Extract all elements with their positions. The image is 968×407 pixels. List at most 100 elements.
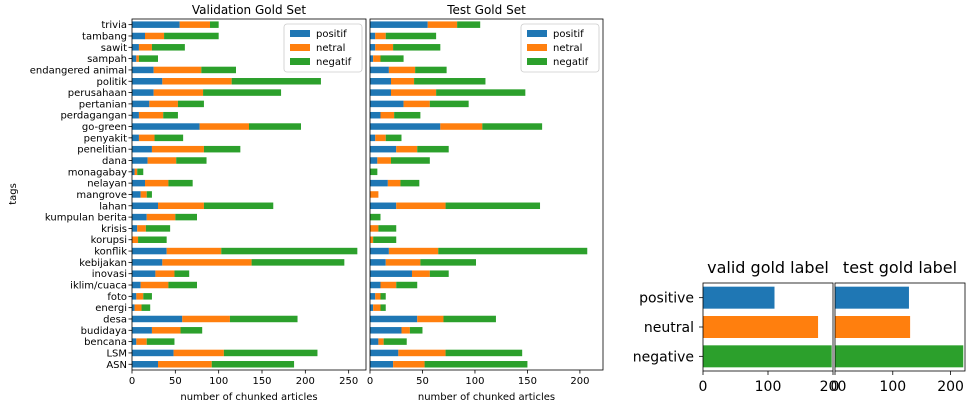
bar-netral-8: [138, 111, 164, 119]
bar-positif-29: [370, 349, 399, 357]
bar-positive: [703, 286, 775, 309]
bar-netral-5: [390, 78, 415, 85]
bar-negatif-14: [400, 179, 420, 187]
bar-negatif-30: [211, 361, 295, 368]
bar-netral-19: [370, 236, 374, 243]
bar-negatif-7: [177, 100, 204, 108]
legend-swatch-negatif: [527, 58, 547, 65]
bar-positif-12: [132, 157, 148, 164]
bar-netral-9: [440, 123, 483, 130]
bar-negatif-8: [394, 111, 421, 119]
bar-netral-14: [387, 179, 401, 187]
ytick-label: bencana: [84, 337, 127, 348]
bar-positif-6: [370, 89, 391, 96]
bar-netral-3: [136, 55, 139, 62]
ytick-label: nelayan: [87, 179, 127, 190]
bar-negatif-0: [210, 21, 219, 28]
bar-positif-4: [132, 66, 154, 74]
xtick-label: 200: [570, 376, 589, 387]
bar-positif-20: [132, 247, 167, 255]
ytick-label: tambang: [82, 31, 127, 42]
ytick-label: korupsi: [91, 235, 127, 246]
ytick-label: lahan: [99, 201, 127, 212]
ytick-label: go-green: [82, 122, 127, 133]
bar-positif-11: [132, 145, 152, 153]
ytick-label: krisis: [101, 224, 127, 235]
xtick-label: 100: [879, 379, 906, 395]
bar-negatif-13: [137, 168, 144, 176]
bar-netral-12: [377, 157, 391, 164]
bar-negatif-0: [457, 21, 481, 28]
legend-label: netral: [316, 43, 345, 54]
bar-positif-16: [132, 202, 158, 210]
legend-label: netral: [553, 43, 582, 54]
bar-positif-4: [370, 66, 389, 74]
bar-netral-7: [403, 100, 430, 108]
panel-title: Test Gold Set: [446, 3, 526, 17]
bar-netral-25: [134, 304, 142, 311]
bar-netral-26: [417, 315, 444, 323]
bar-netral-21: [162, 259, 252, 266]
panel-title: test gold label: [843, 258, 957, 277]
bar-negatif-4: [415, 66, 447, 74]
legend-swatch-positif: [290, 30, 310, 37]
bar-positif-7: [132, 100, 150, 108]
bar-netral-6: [153, 89, 204, 96]
bar-neutral: [835, 316, 911, 338]
bar-negatif-5: [414, 78, 486, 85]
xtick-label: 0: [367, 376, 373, 387]
bar-negatif-19: [373, 236, 397, 243]
bar-negatif-12: [176, 157, 207, 164]
ytick-label: monagabay: [68, 167, 127, 178]
bar-netral-5: [162, 78, 232, 85]
plot-frame: [369, 18, 604, 371]
bar-negatif-11: [417, 145, 449, 153]
bar-netral-12: [147, 157, 177, 164]
bar-positif-26: [132, 315, 183, 323]
bar-negatif-10: [385, 134, 402, 142]
xtick-label: 100: [465, 376, 484, 387]
bar-negatif-29: [445, 349, 523, 357]
ytick-label: iklim/cuaca: [70, 281, 127, 292]
legend-swatch-netral: [290, 44, 310, 51]
ytick-label: perusahaan: [68, 88, 127, 99]
panel-title: Validation Gold Set: [192, 3, 306, 17]
bar-negatif-9: [482, 123, 543, 130]
bar-positif-15: [132, 191, 141, 198]
bar-netral-13: [134, 168, 138, 176]
ytick-label: konflik: [94, 247, 127, 258]
bar-positif-28: [370, 338, 379, 345]
xtick-label: 0: [831, 379, 840, 395]
bar-positif-29: [132, 349, 174, 357]
x-axis-label: number of chunked articles: [180, 392, 317, 403]
xtick-label: 250: [339, 376, 358, 387]
bar-netral-0: [179, 21, 210, 28]
bar-negatif-14: [168, 179, 193, 187]
bar-positif-28: [132, 338, 137, 345]
bar-positif-18: [132, 225, 138, 232]
bar-positif-0: [370, 21, 428, 28]
bar-negatif-6: [203, 89, 282, 96]
bar-netral-1: [375, 32, 386, 40]
bar-negatif-3: [138, 55, 158, 62]
ytick-label: penelitian: [77, 145, 127, 156]
bar-positif-30: [132, 361, 158, 368]
bar-positif-1: [132, 32, 145, 40]
bar-positif-16: [370, 202, 397, 210]
legend-label: negatif: [553, 57, 589, 68]
bar-negatif-18: [145, 225, 171, 232]
bar-netral-11: [396, 145, 418, 153]
plot-frame: [834, 282, 966, 372]
bar-negatif-13: [370, 168, 378, 176]
bar-negatif-21: [251, 259, 345, 266]
bar-netral-18: [137, 225, 146, 232]
bar-negatif-21: [420, 259, 477, 266]
bar-netral-30: [393, 361, 425, 368]
legend-label: positif: [553, 29, 584, 40]
bar-netral-22: [155, 270, 175, 277]
ytick-label: endangered animal: [30, 65, 127, 76]
bar-negatif-20: [221, 247, 358, 255]
ytick-label: kebijakan: [79, 258, 127, 269]
bar-positif-26: [370, 315, 418, 323]
